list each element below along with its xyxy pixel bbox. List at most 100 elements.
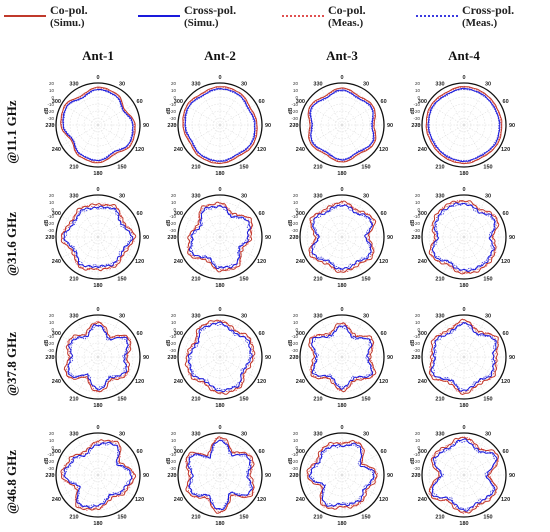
angle-tick-label: 30: [241, 81, 247, 87]
grid-spoke: [341, 236, 379, 259]
angle-tick-label: 150: [361, 397, 370, 403]
grid-spoke: [463, 200, 486, 238]
radial-tick-label: -20: [413, 459, 420, 464]
angle-tick-label: 180: [337, 403, 346, 409]
grid-spoke: [219, 335, 257, 358]
angle-tick-label: 120: [135, 147, 144, 153]
grid-spoke: [219, 215, 257, 238]
radial-tick-label: -30: [291, 228, 298, 233]
grid-spoke: [341, 236, 364, 274]
angle-tick-label: 210: [191, 165, 200, 171]
series-cross-pol-simu: [308, 442, 375, 507]
radial-unit-label: dB: [410, 107, 416, 114]
radial-tick-label: -10: [47, 452, 54, 457]
angle-tick-label: 270: [411, 473, 420, 479]
angle-tick-label: 90: [509, 123, 515, 129]
grid-spoke: [219, 236, 257, 259]
radial-tick-label: 20: [49, 431, 55, 436]
grid-spoke: [97, 88, 120, 126]
grid-spoke: [97, 103, 135, 126]
angle-tick-label: 180: [93, 403, 102, 409]
series-cross-pol-simu: [62, 88, 134, 162]
grid-spoke: [305, 103, 343, 126]
grid-spoke: [427, 335, 465, 358]
grid-spoke: [183, 335, 221, 358]
radial-tick-label: -30: [169, 228, 176, 233]
angle-tick-label: 330: [435, 313, 444, 319]
angle-tick-label: 210: [191, 515, 200, 521]
grid-spoke: [61, 236, 99, 259]
angle-tick-label: 240: [418, 259, 427, 265]
angle-tick-label: 180: [215, 171, 224, 177]
grid-spoke: [219, 453, 257, 476]
angle-tick-label: 300: [296, 449, 305, 455]
grid-spoke: [427, 124, 465, 147]
angle-tick-label: 30: [363, 81, 369, 87]
angle-tick-label: 0: [218, 307, 221, 313]
angle-tick-label: 150: [361, 277, 370, 283]
radial-tick-label: 20: [171, 81, 177, 86]
grid-spoke: [341, 335, 379, 358]
angle-tick-label: 180: [215, 403, 224, 409]
legend-line-cross-meas: [416, 15, 458, 17]
angle-tick-label: 270: [167, 473, 176, 479]
angle-tick-label: 30: [119, 431, 125, 437]
radial-tick-label: -10: [169, 334, 176, 339]
radial-tick-label: 0: [173, 95, 176, 100]
angle-tick-label: 60: [259, 99, 265, 105]
radial-tick-label: -10: [169, 452, 176, 457]
angle-tick-label: 240: [52, 497, 61, 503]
angle-tick-label: 0: [462, 307, 465, 313]
angle-tick-label: 270: [167, 355, 176, 361]
radial-unit-label: dB: [166, 219, 172, 226]
radial-tick-label: 20: [49, 313, 55, 318]
radial-tick-label: -20: [291, 109, 298, 114]
grid-spoke: [341, 124, 364, 162]
grid-spoke: [183, 356, 221, 379]
radial-tick-label: 0: [417, 327, 420, 332]
polar-panel: 0 30 60 90 120 150 180 210 240 270 300 330 20 10 0 -10 -…: [166, 187, 271, 289]
series-cross-pol-simu: [184, 88, 256, 162]
radial-tick-label: 0: [51, 95, 54, 100]
series-co-pol-meas: [184, 437, 255, 514]
grid-spoke: [97, 200, 120, 238]
angle-tick-label: 0: [462, 425, 465, 431]
radial-unit-label: dB: [288, 107, 294, 114]
grid-spoke: [219, 124, 257, 147]
radial-tick-label: 20: [415, 431, 421, 436]
grid-spoke: [320, 320, 343, 358]
radial-tick-label: 20: [293, 193, 299, 198]
series-co-pol-meas: [61, 87, 135, 163]
grid-spoke: [463, 356, 486, 394]
grid-spoke: [341, 438, 364, 476]
angle-tick-label: 90: [387, 473, 393, 479]
radial-tick-label: -10: [169, 214, 176, 219]
angle-tick-label: 330: [313, 431, 322, 437]
radial-tick-label: -30: [413, 116, 420, 121]
angle-tick-label: 60: [503, 449, 509, 455]
angle-tick-label: 150: [239, 277, 248, 283]
radial-tick-label: 10: [415, 320, 421, 325]
radial-unit-label: dB: [44, 219, 50, 226]
angle-tick-label: 0: [340, 187, 343, 193]
radial-tick-label: 20: [171, 193, 177, 198]
radial-tick-label: 0: [295, 95, 298, 100]
angle-tick-label: 0: [96, 75, 99, 81]
grid-spoke: [219, 124, 242, 162]
grid-spoke: [76, 88, 99, 126]
radial-tick-label: -20: [413, 221, 420, 226]
grid-spoke: [61, 474, 99, 497]
grid-ring: [184, 439, 256, 511]
polar-panel: 0 30 60 90 120 150 180 210 240 270 300 330 20 10 0 -10 -…: [166, 75, 271, 177]
grid-spoke: [463, 453, 501, 476]
angle-tick-label: 180: [337, 283, 346, 289]
angle-tick-label: 300: [174, 331, 183, 337]
angle-tick-label: 210: [313, 515, 322, 521]
series-cross-pol-simu: [187, 439, 253, 511]
radial-tick-label: -20: [47, 221, 54, 226]
grid-spoke: [427, 215, 465, 238]
grid-spoke: [442, 438, 465, 476]
grid-spoke: [219, 236, 242, 274]
radial-tick-label: 10: [49, 200, 55, 205]
